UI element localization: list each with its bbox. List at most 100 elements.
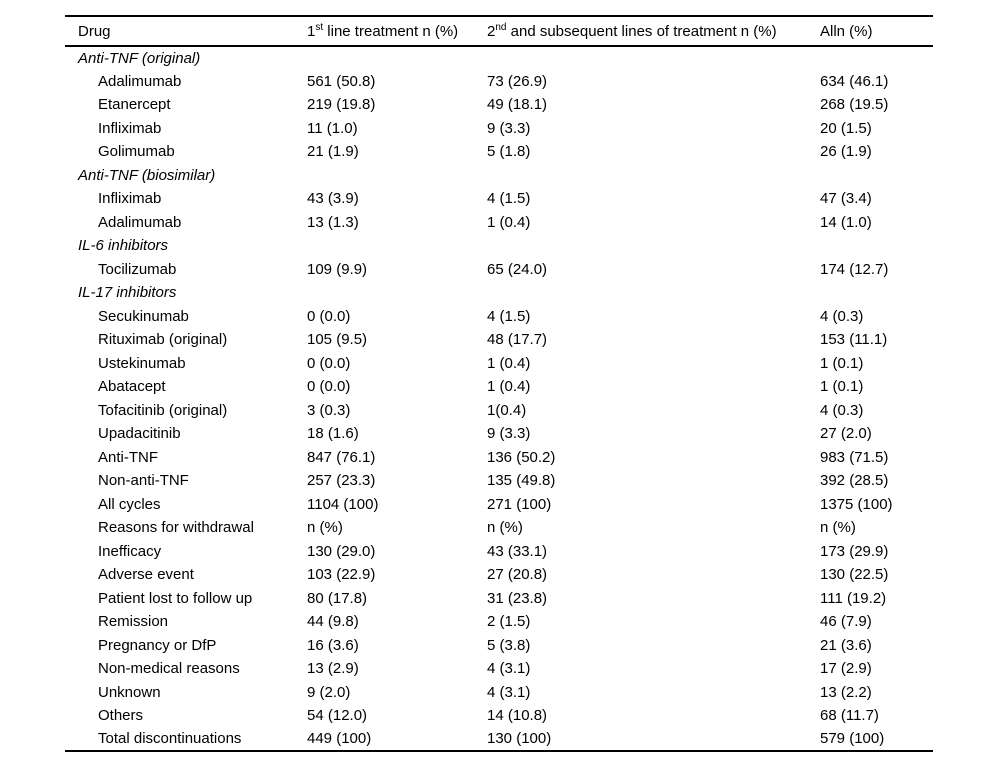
all-value-cell: 983 (71.5) <box>820 448 889 466</box>
drug-name-cell: Pregnancy or DfP <box>98 636 217 654</box>
first-line-value-cell: 13 (2.9) <box>307 660 359 678</box>
all-value-cell: 46 (7.9) <box>820 613 872 631</box>
all-value-cell: 47 (3.4) <box>820 190 872 208</box>
column-header-drug: Drug <box>65 16 307 47</box>
column-header-first-line: 1st line treatment n (%) <box>307 16 487 47</box>
table-row: Etanercept 219 (19.8) 49 (18.1) 268 (19.5) <box>65 93 933 117</box>
drug-treatment-table: Drug 1st line treatment n (%) 2nd and su… <box>65 15 933 752</box>
all-value-cell: 174 (12.7) <box>820 260 889 278</box>
drug-name-cell: Anti-TNF <box>98 448 158 466</box>
all-value-cell: 111 (19.2) <box>820 589 887 607</box>
all-value-cell: n (%) <box>820 519 856 537</box>
first-line-value-cell: 561 (50.8) <box>307 72 376 90</box>
section-header-cell: IL-17 inhibitors <box>78 284 177 302</box>
first-line-value-cell: 9 (2.0) <box>307 683 351 701</box>
drug-name-cell: Ustekinumab <box>98 354 186 372</box>
drug-name-cell: Remission <box>98 613 169 631</box>
section-header-cell: IL-6 inhibitors <box>78 237 169 255</box>
table-header-row: Drug 1st line treatment n (%) 2nd and su… <box>65 16 933 47</box>
drug-name-cell: Reasons for withdrawal <box>98 519 254 537</box>
subsequent-line-value-cell: 135 (49.8) <box>487 472 556 490</box>
all-value-cell: 1 (0.1) <box>820 378 864 396</box>
subsequent-line-value-cell: 4 (1.5) <box>487 307 531 325</box>
all-value-cell: 579 (100) <box>820 730 885 748</box>
all-value-cell: 13 (2.2) <box>820 683 872 701</box>
table-row: Upadacitinib 18 (1.6) 9 (3.3) 27 (2.0) <box>65 422 933 446</box>
drug-name-cell: Adalimumab <box>98 72 182 90</box>
subsequent-line-value-cell: 27 (20.8) <box>487 566 548 584</box>
first-line-value-cell: 130 (29.0) <box>307 542 376 560</box>
first-line-value-cell: n (%) <box>307 519 343 537</box>
table-row: Secukinumab 0 (0.0) 4 (1.5) 4 (0.3) <box>65 305 933 329</box>
all-value-cell: 4 (0.3) <box>820 307 864 325</box>
all-value-cell: 1 (0.1) <box>820 354 864 372</box>
first-line-value-cell: 44 (9.8) <box>307 613 359 631</box>
subsequent-line-value-cell: 65 (24.0) <box>487 260 548 278</box>
subsequent-line-value-cell: 73 (26.9) <box>487 72 548 90</box>
table-row: Adalimumab 13 (1.3) 1 (0.4) 14 (1.0) <box>65 211 933 235</box>
first-line-value-cell: 1104 (100) <box>307 495 379 513</box>
subsequent-line-value-cell: 31 (23.8) <box>487 589 548 607</box>
drug-name-cell: Unknown <box>98 683 161 701</box>
drug-name-cell: Infliximab <box>98 119 162 137</box>
first-line-value-cell: 0 (0.0) <box>307 354 351 372</box>
table-row: Ustekinumab 0 (0.0) 1 (0.4) 1 (0.1) <box>65 352 933 376</box>
table-row: Unknown 9 (2.0) 4 (3.1) 13 (2.2) <box>65 681 933 705</box>
all-value-cell: 4 (0.3) <box>820 401 864 419</box>
first-line-ordinal-number: 1 <box>307 22 316 40</box>
subsequent-line-value-cell: 49 (18.1) <box>487 96 548 114</box>
section-row: Anti-TNF (biosimilar) <box>65 164 933 188</box>
table-row: Tocilizumab 109 (9.9) 65 (24.0) 174 (12.7) <box>65 258 933 282</box>
drug-name-cell: Etanercept <box>98 96 171 114</box>
column-header-subsequent-lines: 2nd and subsequent lines of treatment n … <box>487 16 820 47</box>
all-value-cell: 130 (22.5) <box>820 566 889 584</box>
first-line-value-cell: 3 (0.3) <box>307 401 351 419</box>
table-row: Remission 44 (9.8) 2 (1.5) 46 (7.9) <box>65 610 933 634</box>
subsequent-line-ordinal-superscript: nd <box>495 21 507 33</box>
subsequent-line-value-cell: 14 (10.8) <box>487 707 548 725</box>
table-row: Adalimumab 561 (50.8) 73 (26.9) 634 (46.1) <box>65 70 933 94</box>
all-value-cell: 21 (3.6) <box>820 636 872 654</box>
table-row: Anti-TNF 847 (76.1) 136 (50.2) 983 (71.5) <box>65 446 933 470</box>
subsequent-line-value-cell: 5 (1.8) <box>487 143 531 161</box>
first-line-value-cell: 21 (1.9) <box>307 143 359 161</box>
subsequent-line-value-cell: n (%) <box>487 519 523 537</box>
subsequent-line-value-cell: 9 (3.3) <box>487 119 531 137</box>
subsequent-line-value-cell: 271 (100) <box>487 495 552 513</box>
section-header-cell: Anti-TNF (biosimilar) <box>78 166 216 184</box>
first-line-value-cell: 109 (9.9) <box>307 260 368 278</box>
first-line-value-cell: 18 (1.6) <box>307 425 359 443</box>
all-value-cell: 268 (19.5) <box>820 96 889 114</box>
section-header-cell: Anti-TNF (original) <box>78 49 201 67</box>
table-row: Total discontinuations 449 (100) 130 (100)… <box>65 728 933 752</box>
subsequent-line-value-cell: 136 (50.2) <box>487 448 556 466</box>
all-value-cell: 173 (29.9) <box>820 542 889 560</box>
table-row: Non-anti-TNF 257 (23.3) 135 (49.8) 392 (28.… <box>65 469 933 493</box>
table-row: Non-medical reasons 13 (2.9) 4 (3.1) 17 (2.… <box>65 657 933 681</box>
drug-name-cell: Non-medical reasons <box>98 660 240 678</box>
drug-name-cell: Secukinumab <box>98 307 189 325</box>
drug-name-cell: Tofacitinib (original) <box>98 401 228 419</box>
table-row: Others 54 (12.0) 14 (10.8) 68 (11.7) <box>65 704 933 728</box>
table-row: Rituximab (original) 105 (9.5) 48 (17.7) 15… <box>65 328 933 352</box>
first-line-ordinal-superscript: st <box>315 21 324 33</box>
drug-name-cell: Others <box>98 707 144 725</box>
drug-name-cell: Inefficacy <box>98 542 162 560</box>
drug-name-cell: All cycles <box>98 495 161 513</box>
subsequent-line-header-label: and subsequent lines of treatment n (%) <box>506 22 777 40</box>
all-value-cell: 153 (11.1) <box>820 331 888 349</box>
subsequent-line-value-cell: 48 (17.7) <box>487 331 548 349</box>
drug-name-cell: Adalimumab <box>98 213 182 231</box>
subsequent-line-value-cell: 1 (0.4) <box>487 378 531 396</box>
all-value-cell: 26 (1.9) <box>820 143 872 161</box>
table-row: Abatacept 0 (0.0) 1 (0.4) 1 (0.1) <box>65 375 933 399</box>
table-row: Tofacitinib (original) 3 (0.3) 1(0.4) 4 (0.… <box>65 399 933 423</box>
subsequent-line-value-cell: 43 (33.1) <box>487 542 548 560</box>
all-value-cell: 27 (2.0) <box>820 425 872 443</box>
first-line-value-cell: 13 (1.3) <box>307 213 359 231</box>
all-value-cell: 68 (11.7) <box>820 707 879 725</box>
subsequent-line-value-cell: 5 (3.8) <box>487 636 531 654</box>
first-line-value-cell: 11 (1.0) <box>307 119 358 137</box>
first-line-value-cell: 449 (100) <box>307 730 372 748</box>
subsequent-line-value-cell: 130 (100) <box>487 730 552 748</box>
